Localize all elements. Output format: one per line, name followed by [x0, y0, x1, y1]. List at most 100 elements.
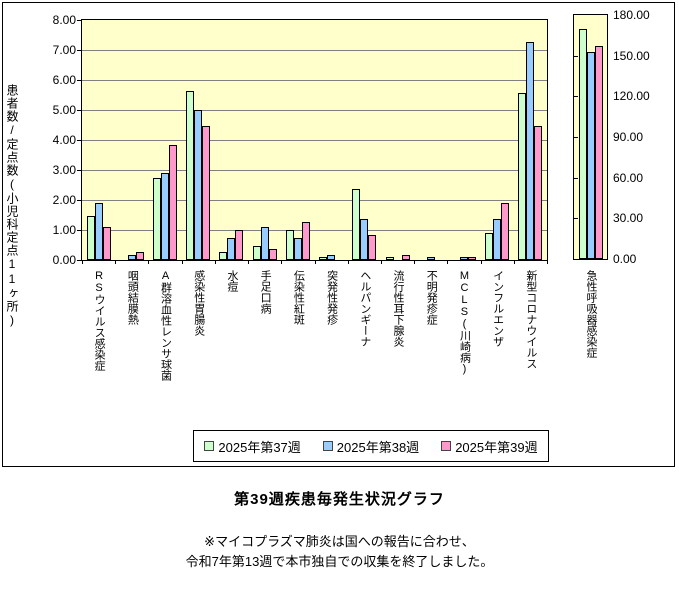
bar-2025年第38週-A群溶血性レンサ球菌: [161, 173, 170, 260]
bar-2025年第38週-突発性発疹: [327, 255, 336, 260]
bar-2025年第38週-感染性胃腸炎: [194, 110, 203, 260]
footnote-line-1: ※マイコプラズマ肺炎は国への報告に合わせ、: [204, 534, 475, 549]
legend-label: 2025年第38週: [336, 439, 420, 455]
bar-2025年第39週-MCLS(川崎病): [467, 257, 476, 260]
left-axis-tick: [77, 80, 82, 81]
legend-item-1: 2025年第37週: [204, 437, 301, 456]
right-panel-tick: [574, 55, 578, 57]
category-label-11: 不明発疹症: [425, 270, 438, 325]
x-axis-tick: [347, 261, 349, 264]
x-axis-tick: [248, 261, 250, 264]
y-axis-title: 患者数/定点数(小児科定点11ヶ所): [5, 84, 19, 328]
category-label-14: 新型コロナウイルス: [524, 270, 537, 369]
x-axis-tick: [314, 261, 316, 264]
plot-area: [81, 19, 548, 261]
bar-2025年第38週-伝染性紅斑: [293, 238, 302, 260]
legend-label: 2025年第37週: [218, 439, 301, 455]
bar-2025年第39週-新型コロナウイルス: [534, 126, 543, 260]
gridline: [82, 50, 547, 51]
x-axis-tick: [414, 261, 416, 264]
gridline: [82, 140, 547, 141]
right-panel-tick: [574, 137, 578, 138]
bar-2025年第39週-咽頭結膜熱: [135, 252, 144, 260]
bar-2025年第37週-伝染性紅斑: [285, 230, 294, 260]
left-axis-label: 5.00: [52, 103, 76, 117]
bar-2025年第39週-感染性胃腸炎: [202, 126, 211, 260]
x-axis-tick: [115, 261, 117, 264]
left-axis-tick: [77, 50, 82, 51]
bar-2025年第39週-RSウイルス感染症: [102, 227, 111, 260]
x-axis-tick: [181, 261, 183, 264]
bar-2025年第38週-RSウイルス感染症: [94, 203, 103, 260]
right-panel-tick: [574, 96, 578, 98]
bar-2025年第39週-インフルエンザ: [501, 203, 510, 260]
category-label-8: 突発性発疹: [325, 270, 338, 325]
bar-2025年第37週-RSウイルス感染症: [86, 216, 95, 260]
bar-2025年第37週-ヘルパンギーナ: [352, 189, 361, 260]
bar-2025年第38週-MCLS(川崎病): [459, 257, 468, 260]
category-label-12: MCLS(川崎病): [458, 270, 471, 375]
gridline: [82, 200, 547, 201]
bar-2025年第37週-インフルエンザ: [485, 233, 494, 260]
x-axis-tick: [214, 261, 216, 264]
category-label-9: ヘルパンギーナ: [358, 270, 371, 347]
left-axis-label: 2.00: [52, 193, 76, 207]
bar-2025年第38週-水痘: [227, 238, 236, 260]
bar-2025年第37週-突発性発疹: [319, 257, 328, 260]
left-axis-label: 3.00: [52, 163, 76, 177]
category-label-3: A群溶血性レンサ球菌: [159, 270, 172, 381]
left-axis-tick: [77, 170, 82, 171]
bar-2025年第38週-咽頭結膜熱: [127, 255, 136, 260]
bar-2025年第39週-水痘: [235, 230, 244, 260]
x-axis-tick: [148, 261, 150, 264]
right-panel-tick: [574, 218, 578, 220]
left-axis-label: 4.00: [52, 133, 76, 147]
right-axis-panel: [573, 14, 608, 260]
left-axis-tick: [77, 260, 82, 261]
x-axis-tick: [447, 261, 449, 264]
legend: 2025年第37週 2025年第38週 2025年第39週: [193, 430, 549, 462]
left-axis-label: 7.00: [52, 43, 76, 57]
bar-2025年第38週-ヘルパンギーナ: [360, 219, 369, 260]
right-axis-label: 60.00: [613, 170, 644, 185]
bar-2025年第37週-水痘: [219, 252, 228, 260]
category-label-right-panel: 急性呼吸器感染症: [585, 270, 597, 358]
bar-2025年第37週-手足口病: [252, 246, 261, 260]
legend-item-2: 2025年第38週: [322, 437, 420, 456]
bar-2025年第38週-手足口病: [260, 227, 269, 260]
gridline: [82, 230, 547, 231]
category-label-2: 咽頭結膜熱: [126, 270, 139, 325]
legend-item-3: 2025年第39週: [441, 437, 538, 456]
bar-2025年第39週-ヘルパンギーナ: [368, 235, 377, 260]
bar-2025年第38週-新型コロナウイルス: [526, 42, 535, 260]
right-axis-label: 150.00: [613, 48, 650, 63]
legend-swatch-icon: [204, 441, 215, 451]
chart-title: 第39週疾患毎発生状況グラフ: [234, 491, 445, 508]
category-label-13: インフルエンザ: [491, 270, 504, 347]
gridline: [82, 170, 547, 171]
bar-2025年第38週-急性呼吸器感染症: [586, 52, 595, 259]
bar-2025年第39週-A群溶血性レンサ球菌: [169, 145, 178, 260]
category-label-7: 伝染性紅斑: [292, 270, 305, 325]
left-axis-label: 8.00: [52, 13, 76, 27]
left-axis-label: 6.00: [52, 73, 76, 87]
category-label-5: 水痘: [225, 270, 238, 292]
right-axis-label: 0.00: [613, 252, 637, 266]
right-axis-label: 120.00: [613, 89, 650, 104]
right-panel-tick: [574, 177, 578, 179]
left-axis-tick: [77, 140, 82, 141]
x-axis-tick: [480, 261, 482, 264]
x-axis-tick: [547, 261, 548, 264]
left-axis-tick: [77, 20, 82, 21]
category-label-1: RSウイルス感染症: [93, 270, 106, 371]
legend-swatch-icon: [322, 441, 333, 451]
category-label-10: 流行性耳下腺炎: [392, 270, 405, 347]
bar-2025年第38週-不明発疹症: [426, 257, 435, 260]
left-axis-tick: [77, 110, 82, 111]
left-axis-label: 0.00: [52, 253, 76, 267]
category-label-6: 手足口病: [259, 270, 272, 314]
bar-2025年第37週-急性呼吸器感染症: [578, 29, 587, 259]
x-axis-tick: [281, 261, 283, 264]
bar-2025年第37週-感染性胃腸炎: [186, 91, 195, 260]
legend-label: 2025年第39週: [455, 439, 538, 455]
